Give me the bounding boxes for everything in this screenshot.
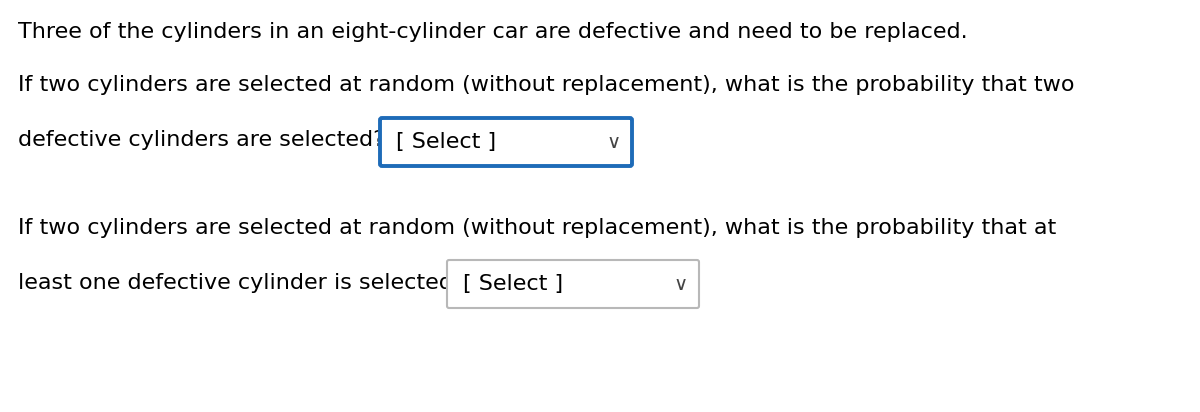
Text: [ Select ]: [ Select ] <box>463 274 563 294</box>
Text: defective cylinders are selected?: defective cylinders are selected? <box>18 130 385 150</box>
FancyBboxPatch shape <box>380 118 632 166</box>
Text: least one defective cylinder is selected?: least one defective cylinder is selected… <box>18 273 464 293</box>
Text: If two cylinders are selected at random (without replacement), what is the proba: If two cylinders are selected at random … <box>18 218 1056 238</box>
Text: [ Select ]: [ Select ] <box>396 132 496 152</box>
Text: ∨: ∨ <box>607 133 622 152</box>
Text: If two cylinders are selected at random (without replacement), what is the proba: If two cylinders are selected at random … <box>18 75 1074 95</box>
Text: Three of the cylinders in an eight-cylinder car are defective and need to be rep: Three of the cylinders in an eight-cylin… <box>18 22 967 42</box>
Text: ∨: ∨ <box>674 274 688 293</box>
FancyBboxPatch shape <box>446 260 698 308</box>
